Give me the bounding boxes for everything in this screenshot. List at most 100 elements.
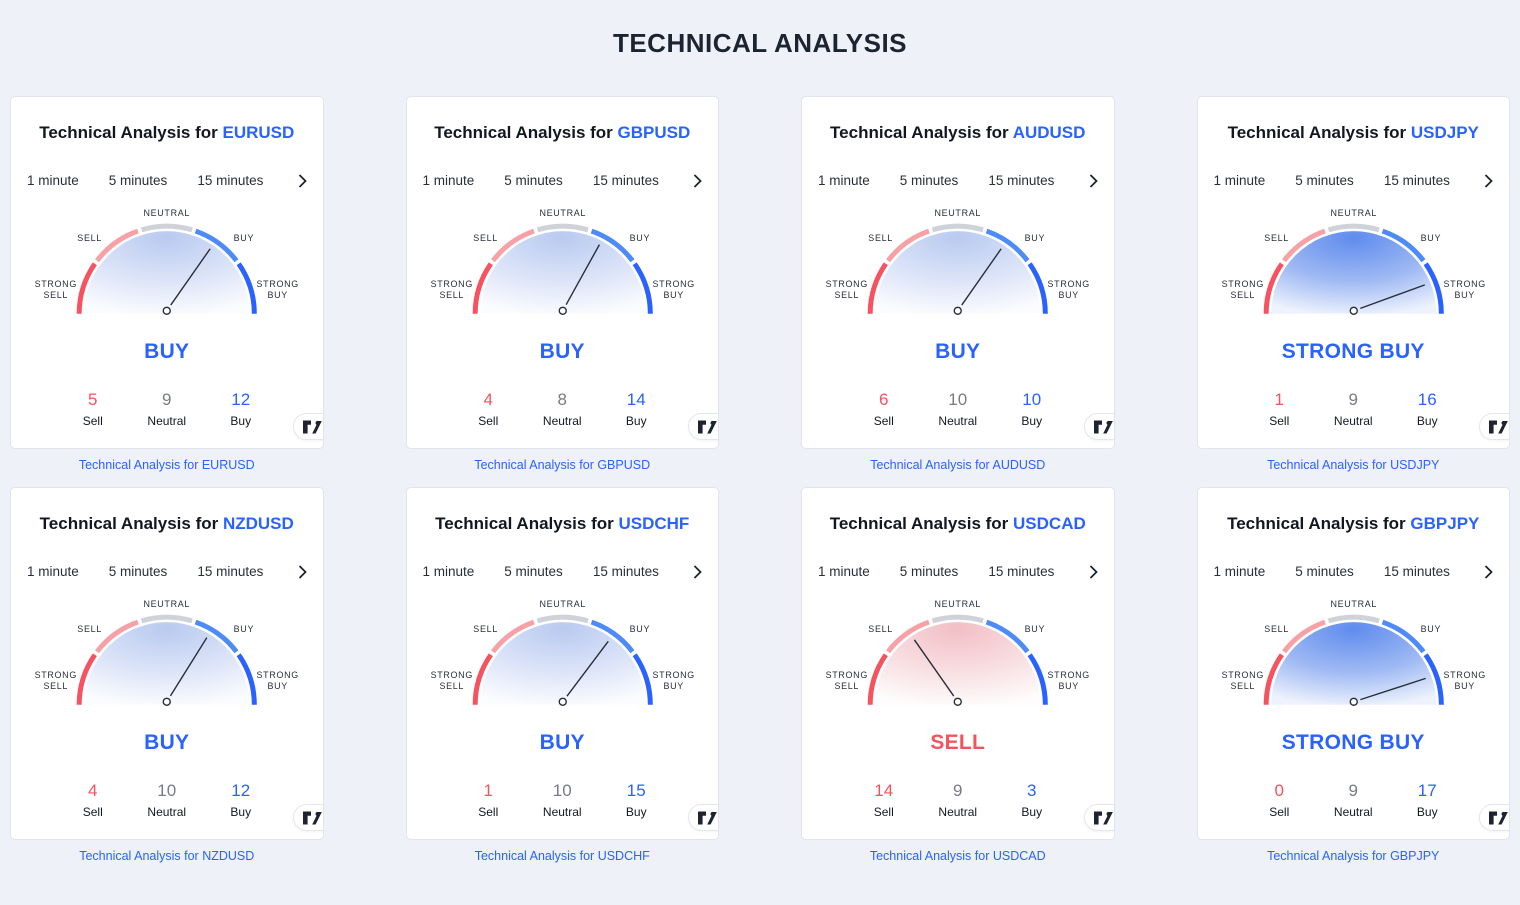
gauge-label-strong-buy: BUY (1058, 290, 1078, 300)
tab-1-minute[interactable]: 1 minute (27, 564, 79, 579)
gauge-label-strong-buy: BUY (663, 681, 683, 691)
tab-1-minute[interactable]: 1 minute (27, 173, 79, 188)
ta-card-gbpusd: Technical Analysis for GBPUSD 1 minute 5… (405, 96, 719, 449)
gauge-arc-strong-buy (1027, 262, 1048, 314)
card-title: Technical Analysis for USDJPY (1198, 123, 1510, 143)
gauge-arc-buy (194, 619, 239, 654)
tab-15-minutes[interactable]: 15 minutes (197, 564, 264, 579)
tab-15-minutes[interactable]: 15 minutes (592, 564, 659, 579)
tab-1-minute[interactable]: 1 minute (422, 173, 475, 188)
gauge-label-neutral: NEUTRAL (934, 599, 981, 609)
tab-15-minutes[interactable]: 15 minutes (1383, 173, 1450, 188)
gauge-label-strong-sell: STRONG (430, 670, 472, 680)
card-link[interactable]: Technical Analysis for USDCHF (474, 849, 650, 863)
tradingview-logo[interactable] (1083, 413, 1114, 440)
interval-tabs: 1 minute 5 minutes 15 minutes (407, 173, 719, 188)
neutral-count-label: Neutral (542, 414, 582, 428)
chevron-right-icon[interactable] (693, 564, 702, 579)
tab-1-minute[interactable]: 1 minute (1213, 564, 1266, 579)
chevron-right-icon[interactable] (1484, 564, 1493, 579)
buy-count-label: Buy (1021, 414, 1043, 428)
buy-count-col: 17 Buy (1390, 781, 1464, 819)
card-link[interactable]: Technical Analysis for USDJPY (1267, 458, 1440, 472)
neutral-count-col: 9 Neutral (1316, 390, 1390, 428)
gauge-needle (913, 639, 955, 697)
gauge-label-strong-sell: SELL (1230, 681, 1255, 691)
tab-5-minutes[interactable]: 5 minutes (899, 564, 959, 579)
tradingview-logo[interactable] (292, 413, 323, 440)
gauge-label-strong-buy: STRONG (1443, 279, 1485, 289)
gauge-arc-neutral (931, 614, 984, 624)
gauge-label-buy: BUY (629, 624, 649, 634)
gauge-arc-sell (490, 228, 535, 263)
tab-15-minutes[interactable]: 15 minutes (1383, 564, 1450, 579)
gauge-arc-sell (886, 619, 930, 654)
buy-count: 10 (1022, 390, 1042, 409)
card-link[interactable]: Technical Analysis for EURUSD (78, 458, 255, 472)
card-link[interactable]: Technical Analysis for GBPJPY (1267, 849, 1440, 863)
chevron-right-icon[interactable] (693, 173, 702, 188)
gauge-label-strong-sell: STRONG (1221, 279, 1263, 289)
tradingview-logo-icon (698, 811, 717, 824)
gauge-label-strong-buy: STRONG (1443, 670, 1485, 680)
gauge-arc-strong-buy (632, 653, 653, 705)
neutral-count-label: Neutral (1333, 805, 1373, 819)
gauge: NEUTRAL SELL BUY STRONG SELL STRONG BUY (407, 202, 719, 320)
chevron-right-icon[interactable] (1484, 173, 1493, 188)
tradingview-logo[interactable] (688, 804, 719, 831)
gauge-needle (169, 637, 208, 697)
gauge-arc-neutral (536, 614, 589, 624)
ta-card-usdcad: Technical Analysis for USDCAD 1 minute 5… (801, 487, 1115, 840)
gauge-arc-buy (985, 619, 1030, 654)
card-title: Technical Analysis for GBPUSD (407, 123, 719, 143)
tab-1-minute[interactable]: 1 minute (818, 173, 870, 188)
tradingview-logo[interactable] (1083, 804, 1114, 831)
card-link[interactable]: Technical Analysis for USDCAD (869, 849, 1046, 863)
buy-count-col: 3 Buy (995, 781, 1069, 819)
signal-text: BUY (935, 340, 981, 363)
card-link[interactable]: Technical Analysis for GBPUSD (474, 458, 651, 472)
tab-5-minutes[interactable]: 5 minutes (1295, 564, 1354, 579)
chevron-right-icon[interactable] (298, 564, 307, 579)
chevron-right-icon[interactable] (1089, 173, 1098, 188)
counts-row: 4 Sell 8 Neutral 14 Buy (407, 390, 719, 428)
tab-1-minute[interactable]: 1 minute (818, 564, 870, 579)
tradingview-logo[interactable] (292, 804, 323, 831)
neutral-count-label: Neutral (542, 805, 582, 819)
interval-tabs: 1 minute 5 minutes 15 minutes (802, 173, 1114, 188)
card-title: Technical Analysis for USDCHF (407, 514, 719, 534)
tradingview-logo[interactable] (1479, 413, 1510, 440)
gauge: NEUTRAL SELL BUY STRONG SELL STRONG BUY (802, 202, 1114, 320)
card-link[interactable]: Technical Analysis for NZDUSD (79, 849, 255, 863)
card-title-symbol: EURUSD (222, 123, 295, 142)
tab-15-minutes[interactable]: 15 minutes (988, 564, 1055, 579)
chevron-right-icon[interactable] (1089, 564, 1098, 579)
tradingview-logo[interactable] (1479, 804, 1510, 831)
sell-count-col: 0 Sell (1242, 781, 1316, 819)
tab-5-minutes[interactable]: 5 minutes (108, 564, 168, 579)
sell-count-label: Sell (873, 414, 894, 428)
tab-15-minutes[interactable]: 15 minutes (592, 173, 659, 188)
tab-5-minutes[interactable]: 5 minutes (504, 173, 563, 188)
gauge-fill (84, 231, 250, 314)
tab-5-minutes[interactable]: 5 minutes (1295, 173, 1354, 188)
tab-5-minutes[interactable]: 5 minutes (899, 173, 959, 188)
tab-5-minutes[interactable]: 5 minutes (504, 564, 563, 579)
gauge-fill (875, 231, 1041, 314)
gauge-label-strong-sell: STRONG (826, 670, 868, 680)
tradingview-logo[interactable] (688, 413, 719, 440)
tab-1-minute[interactable]: 1 minute (1213, 173, 1266, 188)
buy-count: 12 (231, 390, 251, 409)
tab-15-minutes[interactable]: 15 minutes (988, 173, 1055, 188)
tab-1-minute[interactable]: 1 minute (422, 564, 475, 579)
gauge-arc-strong-buy (236, 653, 257, 705)
card-link[interactable]: Technical Analysis for AUDUSD (870, 458, 1046, 472)
gauge-arc-sell (490, 619, 535, 654)
tab-15-minutes[interactable]: 15 minutes (197, 173, 264, 188)
chevron-right-icon[interactable] (298, 173, 307, 188)
signal-text: BUY (144, 731, 190, 754)
gauge-label-sell: SELL (868, 624, 893, 634)
tab-5-minutes[interactable]: 5 minutes (108, 173, 168, 188)
